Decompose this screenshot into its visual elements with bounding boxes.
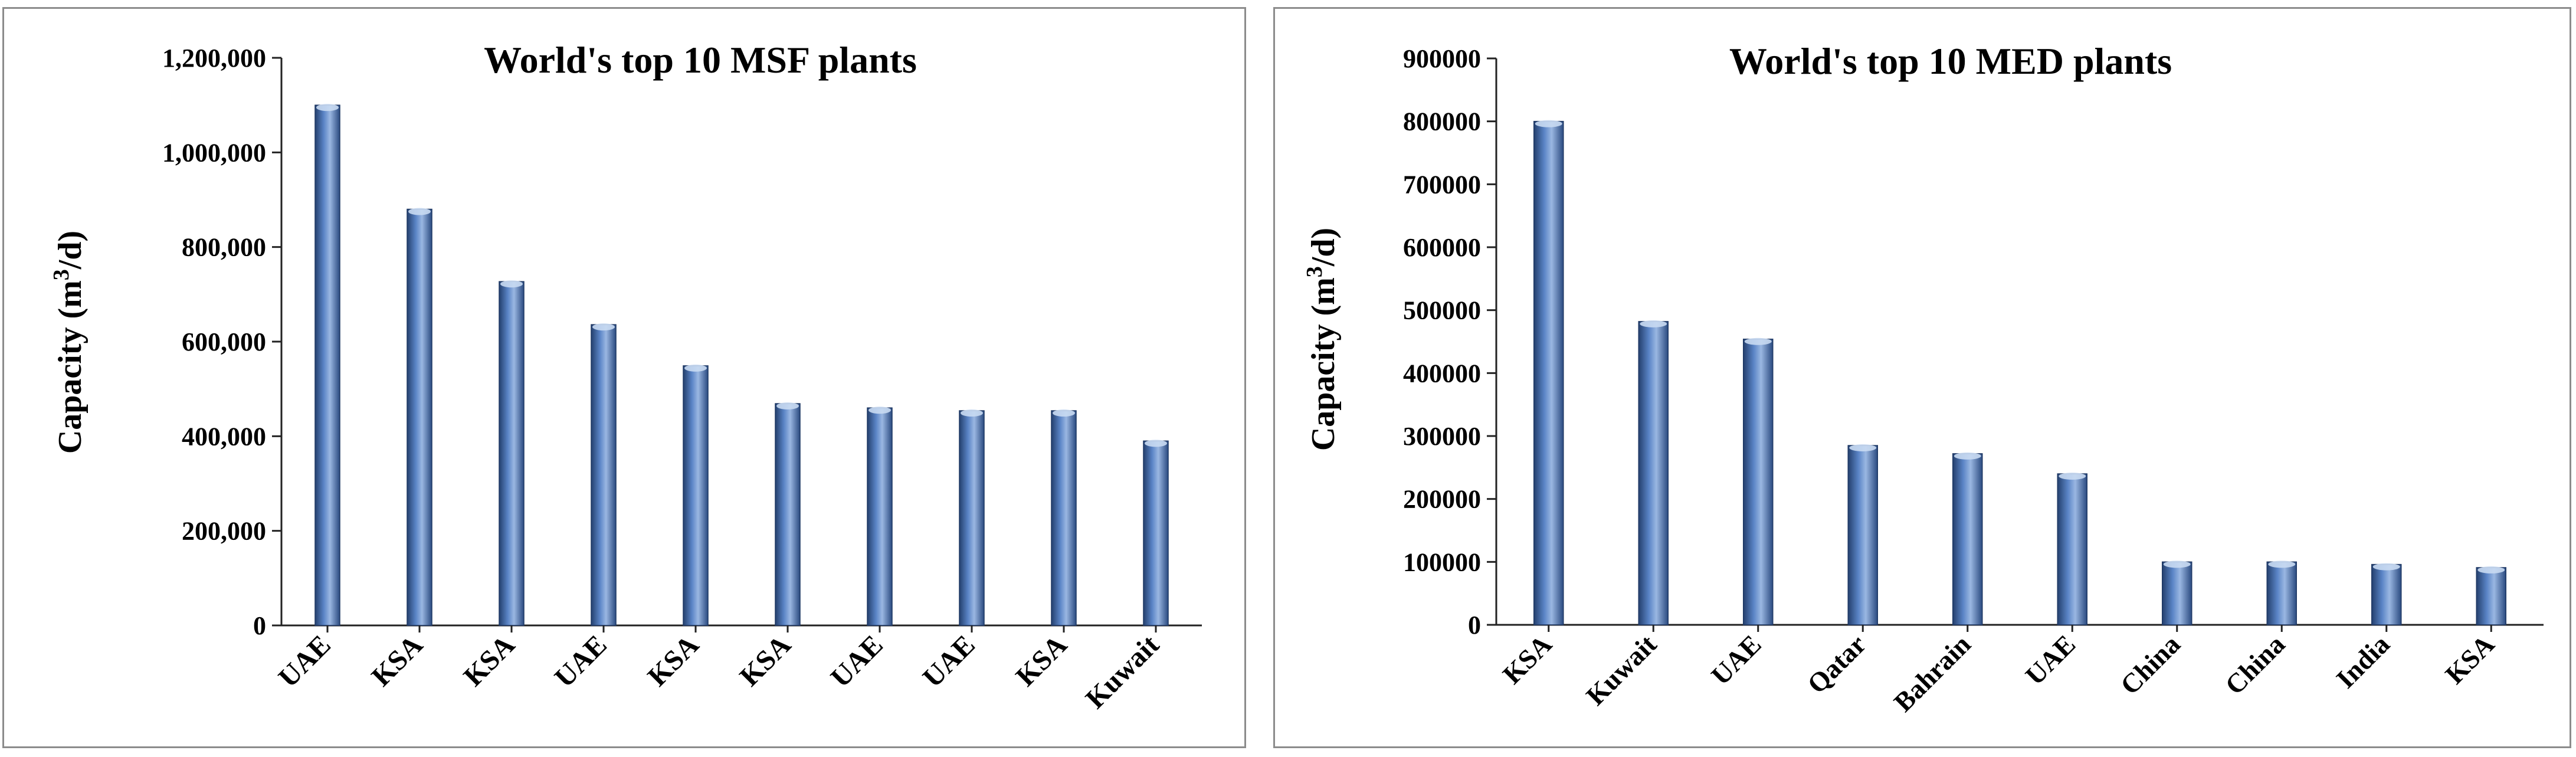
med-bar — [1638, 321, 1669, 625]
msf-chart-title: World's top 10 MSF plants — [484, 39, 917, 81]
med-bar-cap — [1640, 320, 1667, 327]
msf-bar-cap — [592, 323, 615, 331]
msf-bar-cap — [500, 280, 523, 288]
med-y-tick-label: 500000 — [1403, 296, 1481, 325]
msf-category-label: Kuwait — [1080, 629, 1165, 715]
med-bar — [2162, 561, 2192, 625]
msf-category-label: UAE — [273, 629, 337, 693]
med-category-label: KSA — [1497, 629, 1558, 690]
med-y-tick-label: 700000 — [1403, 170, 1481, 199]
msf-category-label: KSA — [1010, 629, 1074, 693]
med-y-tick-label: 200000 — [1403, 485, 1481, 514]
msf-bar-cap — [869, 407, 891, 414]
msf-bar — [407, 208, 432, 626]
msf-y-tick-label: 0 — [253, 611, 266, 640]
med-category-label: Qatar — [1801, 629, 1872, 699]
med-y-tick-label: 600000 — [1403, 233, 1481, 262]
med-chart-title: World's top 10 MED plants — [1729, 40, 2172, 82]
med-chart: World's top 10 MED plants 0 100000 200000 30… — [1302, 40, 2544, 717]
msf-bar — [867, 407, 893, 626]
med-bar — [1847, 445, 1878, 625]
med-bar-cap — [2163, 561, 2191, 568]
msf-bar — [775, 403, 801, 626]
msf-bar-cap — [776, 402, 799, 410]
med-bar-cap — [2372, 563, 2400, 571]
msf-category-label: KSA — [734, 629, 798, 693]
med-y-axis-label: Capacity (m3/d) — [1302, 228, 1342, 451]
med-bar-cap — [2059, 473, 2086, 480]
msf-bar-cap — [316, 104, 339, 112]
msf-y-tick-label: 600,000 — [182, 327, 266, 356]
med-y-tick-label: 0 — [1468, 611, 1481, 640]
med-bar — [2266, 561, 2297, 625]
med-category-label: Bahrain — [1888, 629, 1977, 717]
msf-bar — [499, 281, 525, 626]
msf-y-tick-label: 1,200,000 — [162, 44, 266, 73]
med-bar — [1952, 453, 1983, 625]
med-y-tick-label: 100000 — [1403, 548, 1481, 576]
med-y-tick-label: 300000 — [1403, 422, 1481, 451]
msf-bar — [591, 324, 617, 626]
med-category-label: China — [2115, 629, 2186, 700]
med-category-label: KSA — [2439, 629, 2500, 690]
msf-bar-cap — [1145, 440, 1167, 447]
msf-y-tick-label: 1,000,000 — [162, 138, 266, 167]
med-bar — [2476, 567, 2506, 625]
msf-category-label: UAE — [917, 629, 981, 693]
msf-chart-panel: World's top 10 MSF plants 0 200,000 400,000… — [2, 7, 1246, 748]
med-bar-cap — [2477, 566, 2505, 574]
msf-category-label: KSA — [366, 629, 430, 693]
msf-bar-cap — [1053, 409, 1075, 417]
msf-bar-cap — [961, 409, 983, 417]
msf-category-label: KSA — [642, 629, 706, 693]
med-chart-panel: World's top 10 MED plants 0 100000 200000 30… — [1273, 7, 2571, 748]
med-category-label: China — [2219, 629, 2290, 700]
med-bar — [1743, 338, 1774, 625]
med-bar — [2371, 563, 2402, 625]
med-category-label: Kuwait — [1580, 629, 1663, 712]
med-y-tick-label: 900000 — [1403, 44, 1481, 73]
msf-y-tick-label: 800,000 — [182, 233, 266, 262]
med-bar-cap — [2268, 561, 2296, 568]
msf-chart: World's top 10 MSF plants 0 200,000 400,000… — [49, 39, 1202, 715]
msf-bar-cap — [408, 208, 431, 215]
med-category-label: UAE — [1705, 629, 1767, 691]
med-y-tick-label: 400000 — [1403, 359, 1481, 388]
msf-category-label: KSA — [458, 629, 522, 693]
med-bar-cap — [1849, 444, 1877, 451]
med-bar-cap — [1744, 337, 1772, 345]
msf-bar — [1143, 440, 1169, 626]
med-bar — [1533, 120, 1564, 625]
msf-bar — [1051, 410, 1077, 626]
msf-y-tick-label: 200,000 — [182, 517, 266, 546]
msf-bar-cap — [684, 364, 707, 372]
med-category-label: UAE — [2020, 629, 2082, 691]
msf-category-label: UAE — [825, 629, 889, 693]
med-y-tick-label: 800000 — [1403, 107, 1481, 136]
msf-category-label: UAE — [549, 629, 613, 693]
msf-y-axis-label: Capacity (m3/d) — [49, 231, 89, 454]
med-category-label: India — [2331, 629, 2395, 694]
med-bar-cap — [1954, 452, 1981, 460]
msf-y-tick-label: 400,000 — [182, 422, 266, 451]
med-bar — [2057, 473, 2087, 625]
msf-bar — [959, 410, 985, 626]
msf-bar — [314, 104, 340, 626]
med-bar-cap — [1535, 120, 1562, 127]
msf-bar — [683, 365, 709, 626]
